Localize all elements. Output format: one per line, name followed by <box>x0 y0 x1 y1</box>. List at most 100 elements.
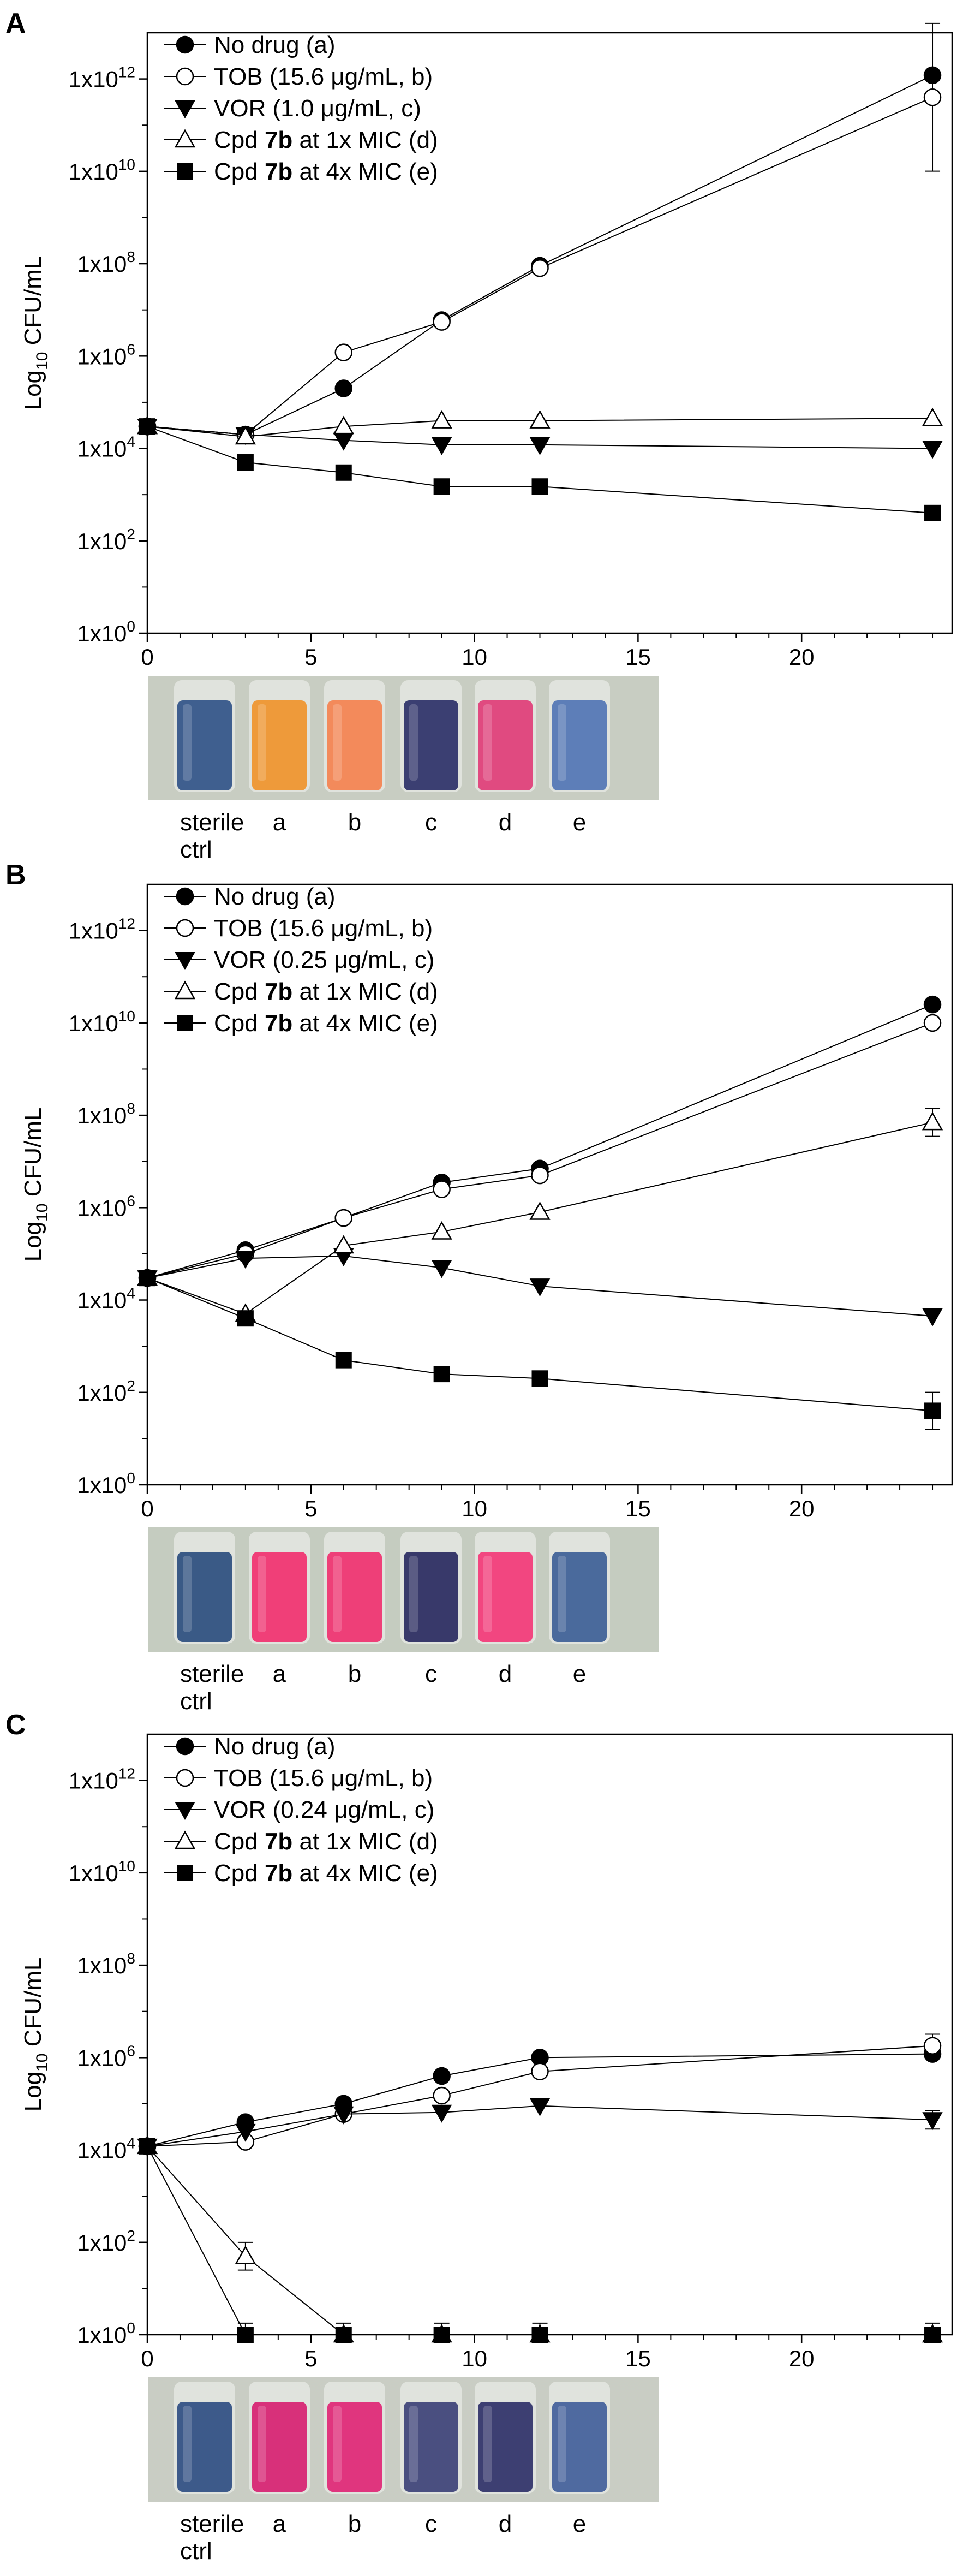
plot-frame <box>146 1733 953 2336</box>
series-line-e <box>147 426 933 514</box>
y-tick-label: 1x106 <box>77 2042 135 2071</box>
data-point-d <box>333 415 354 435</box>
tube-liquid <box>404 1552 458 1642</box>
x-tick-label: 20 <box>789 1496 815 1521</box>
tube-label: sterile <box>180 1661 244 1687</box>
legend: No drug (a) TOB (15.6 μg/mL, b) VOR (0.24 … <box>164 1733 438 1887</box>
series-line-e <box>147 2146 933 2335</box>
y-tick-label: 1x106 <box>77 341 135 369</box>
x-tick-label: 20 <box>789 2346 815 2371</box>
series-e <box>139 418 941 521</box>
tube-d <box>475 1532 536 1644</box>
tube-a <box>249 2382 310 2494</box>
legend-marker-b <box>176 919 194 937</box>
y-tick-label: 1x100 <box>77 618 135 646</box>
y-axis-title: Log10 CFU/mL <box>20 1958 51 2112</box>
data-point-e <box>335 464 352 481</box>
tube-liquid <box>478 1552 533 1642</box>
legend-label-d: Cpd 7b at 1x MIC (d) <box>214 978 438 1005</box>
tube-sterile <box>174 680 235 792</box>
data-point-d <box>333 1235 354 1254</box>
tube-c <box>400 1532 462 1644</box>
data-point-e <box>924 1402 941 1419</box>
data-point-e <box>237 454 254 471</box>
series-line-a <box>147 1004 933 1279</box>
data-point-c <box>529 437 551 455</box>
tube-liquid <box>177 1552 232 1642</box>
tube-sublabel: ctrl <box>180 1688 212 1715</box>
legend-marker-c <box>175 1802 195 1821</box>
tube-liquid <box>327 2402 382 2492</box>
legend-marker-e <box>177 1015 193 1031</box>
tube-liquid <box>252 700 307 790</box>
legend-label-a: No drug (a) <box>214 1733 336 1760</box>
tube-label: sterile <box>180 2510 244 2537</box>
x-tick-label: 10 <box>462 644 487 670</box>
tube-label: d <box>499 809 512 836</box>
data-point-d <box>529 1201 551 1220</box>
tube-liquid <box>478 700 533 790</box>
tube-highlight <box>183 1556 192 1632</box>
y-tick-label: 1x1012 <box>69 915 135 944</box>
data-point-c <box>235 2123 256 2142</box>
tube-label: e <box>573 2510 586 2537</box>
legend-marker-b <box>176 1769 194 1787</box>
tube-b <box>324 680 385 792</box>
data-point-e <box>924 2327 941 2343</box>
tube-label: d <box>499 1661 512 1687</box>
data-point-e <box>139 1270 155 1287</box>
plot-frame <box>146 32 953 634</box>
tube-highlight <box>483 2406 492 2482</box>
legend-label-b: TOB (15.6 μg/mL, b) <box>214 63 433 90</box>
legend-marker-e <box>177 1865 193 1881</box>
data-point-e <box>237 1310 254 1327</box>
tube-highlight <box>333 2406 342 2482</box>
x-tick-label: 5 <box>304 644 317 670</box>
series-line-d <box>147 1122 933 1315</box>
tube-label: sterile <box>180 809 244 836</box>
tube-liquid <box>327 1552 382 1642</box>
legend-marker-c <box>175 100 195 119</box>
data-point-c <box>922 441 943 459</box>
tube-e <box>549 680 610 792</box>
series-line-d <box>147 2146 933 2335</box>
tube-liquid <box>552 1552 607 1642</box>
y-tick-label: 1x1010 <box>69 1858 135 1886</box>
y-tick-label: 1x1010 <box>69 156 135 185</box>
legend-label-b: TOB (15.6 μg/mL, b) <box>214 915 433 942</box>
tube-c <box>400 2382 462 2494</box>
tube-d <box>475 680 536 792</box>
data-point-b <box>433 2086 451 2105</box>
tube-liquid <box>327 700 382 790</box>
legend-label-e: Cpd 7b at 4x MIC (e) <box>214 158 438 185</box>
data-point-a <box>923 995 942 1014</box>
tube-liquid <box>404 700 458 790</box>
legend-marker-d <box>174 980 196 1000</box>
data-point-b <box>923 88 942 106</box>
data-point-e <box>335 2327 352 2343</box>
data-point-e <box>531 1370 548 1387</box>
tube-sterile <box>174 2382 235 2494</box>
tube-highlight <box>409 704 418 781</box>
series-line-e <box>147 1277 933 1412</box>
tube-highlight <box>258 2406 266 2482</box>
tube-liquid <box>177 700 232 790</box>
y-tick-label: 1x1012 <box>69 64 135 92</box>
y-tick-label: 1x102 <box>77 2227 135 2256</box>
tube-label: b <box>348 2510 361 2537</box>
tube-label: d <box>499 2510 512 2537</box>
data-point-a <box>433 2067 451 2085</box>
x-tick-label: 0 <box>141 644 153 670</box>
plot-frame <box>146 883 953 1486</box>
panel-b: B 1x100 1x102 1x104 1x106 1x108 1x1010 1x1012 0 5… <box>5 859 953 1715</box>
legend-marker-a <box>176 1737 194 1756</box>
series-c <box>137 1248 943 1326</box>
data-point-c <box>333 432 354 451</box>
tube-highlight <box>558 704 566 781</box>
series-d <box>136 2135 943 2343</box>
series-e <box>139 2138 941 2343</box>
legend-marker-b <box>176 67 194 86</box>
y-tick-label: 1x102 <box>77 526 135 554</box>
data-point-c <box>431 2104 452 2123</box>
